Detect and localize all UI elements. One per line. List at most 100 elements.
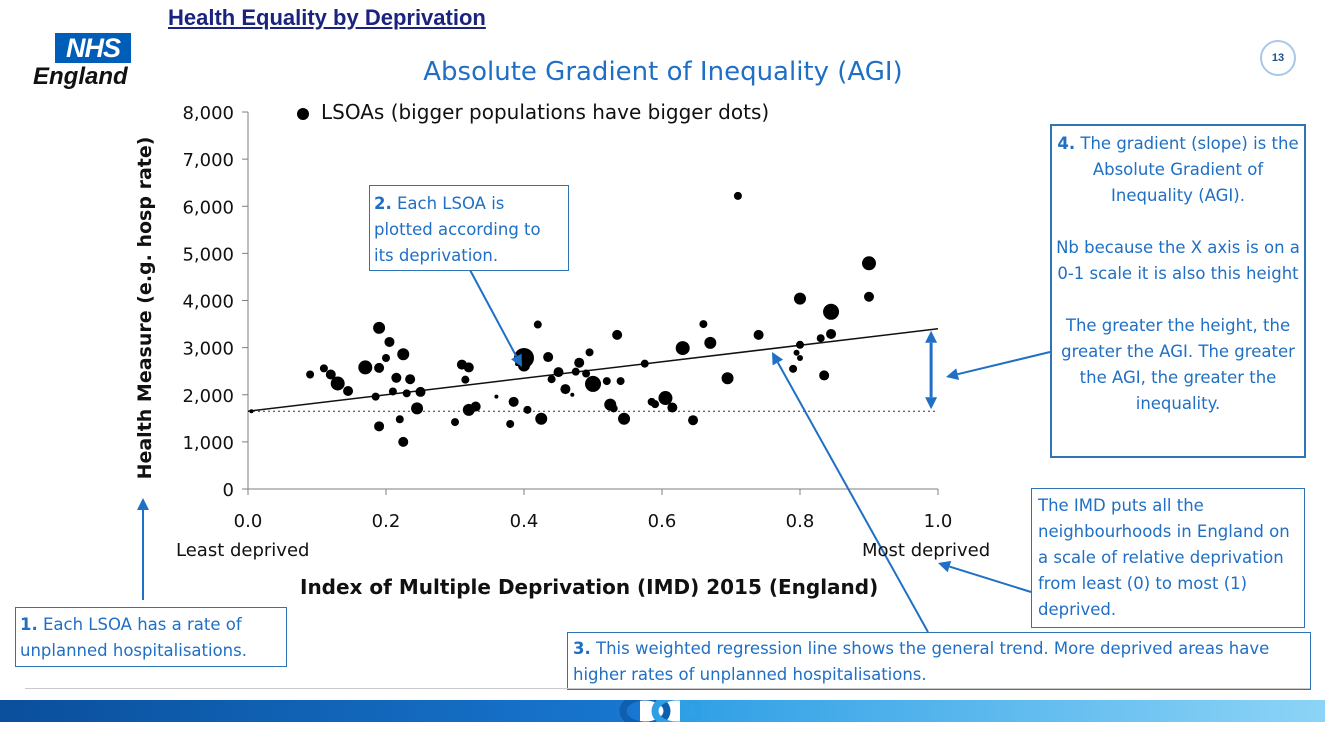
lsoa-point [612,329,623,340]
lsoa-point [789,364,798,373]
lsoa-point [373,321,386,334]
lsoa-point [547,375,556,384]
lsoa-point [343,385,354,396]
chart-lines [247,328,939,412]
lsoa-point [816,334,825,343]
arrow-head [772,352,784,366]
lsoa-point [306,370,315,379]
x-tick-label: 0.0 [234,511,263,532]
x-tick-label: 0.6 [648,511,677,532]
note-4-text-1: The gradient (slope) is the Absolute Gra… [1075,134,1299,205]
lsoa-point [862,256,876,271]
lsoa-point [388,387,397,396]
chart-title: Absolute Gradient of Inequality (AGI) [423,57,903,87]
lsoa-point [398,436,409,447]
page-header-title: Health Equality by Deprivation [168,5,486,30]
lsoa-point [506,419,515,428]
lsoa-point [411,402,424,415]
lsoa-point [325,369,336,380]
x-tick-label: 0.4 [510,511,539,532]
note-imd-text: The IMD puts all the neighbourhoods in E… [1038,496,1290,619]
lsoa-point [574,357,585,368]
lsoa-point [494,394,499,399]
arrow-head [938,560,952,573]
lsoa-point [330,376,345,391]
lsoa-point [616,377,625,386]
lsoa-point [374,421,385,432]
lsoa-point [395,415,404,424]
lsoa-point [602,377,611,386]
lsoa-point [794,292,806,305]
footer-bar [0,700,1325,722]
lsoa-point [699,320,708,329]
lsoa-point [319,364,328,373]
y-tick-label: 1,000 [182,433,234,454]
lsoa-point [704,336,717,349]
lsoa-point [535,412,548,425]
lsoa-point [675,341,690,356]
x-tick-label: 0.8 [786,511,815,532]
lsoa-point [463,362,474,373]
lsoa-point [397,348,410,361]
lsoa-point [374,362,385,373]
footer-divider [25,688,1310,689]
legend-dot-icon [297,107,309,120]
lsoa-point [570,392,575,397]
lsoa-point [640,359,649,368]
lsoa-point [823,303,840,320]
y-axis-label: Health Measure (e.g. hosp rate) [134,136,156,480]
note-3-text: This weighted regression line shows the … [573,639,1270,684]
arrow-shaft [957,351,1051,376]
lsoa-point [402,389,411,398]
note-3-regression: 3. This weighted regression line shows t… [567,632,1311,690]
lsoa-point [533,320,542,329]
y-tick-label: 7,000 [182,150,234,171]
lsoa-point [667,402,678,413]
agi-arrow-up [925,330,938,371]
lsoa-point [405,374,416,385]
lsoa-point [461,375,470,384]
y-tick-label: 4,000 [182,292,234,313]
lsoa-point [571,367,580,376]
arrow-note2-to-point [469,269,522,367]
arrow-note4-to-agi [946,351,1051,381]
lsoa-point [819,370,830,381]
x-tick-label: 0.2 [372,511,401,532]
lsoa-point [371,392,380,401]
note-1-rate: 1. Each LSOA has a rate of unplanned hos… [15,607,287,667]
page-number-badge: 13 [1260,40,1296,76]
note-2-number: 2. [374,194,392,213]
chart-points [249,191,876,447]
note-4-number: 4. [1057,134,1076,153]
x-end-label-least: Least deprived [176,540,310,561]
lsoa-point [508,396,519,407]
arrow-head [511,353,522,367]
x-tick-label: 1.0 [924,511,953,532]
lsoa-point [585,348,594,357]
lsoa-point [688,415,699,426]
lsoa-point [658,391,673,406]
nhs-logo-box: NHS [55,33,131,63]
lsoa-point [391,372,402,383]
y-tick-label: 2,000 [182,386,234,407]
chart-axes [247,112,938,490]
lsoa-point [585,375,601,392]
lsoa-point [797,354,803,361]
note-3-number: 3. [573,639,591,658]
arrow-note3-to-line [772,352,929,633]
arrow-shaft [949,565,1032,593]
arrow-imd-to-axis [938,560,1032,593]
nhs-logo-subtitle: England [33,63,128,90]
lsoa-point [523,405,532,414]
lsoa-point [560,384,571,395]
arrow-head [946,368,960,381]
lsoa-point [733,191,742,200]
nhs-england-logo: NHS England [33,33,133,93]
chain-link-icon [619,700,703,722]
y-tick-label: 3,000 [182,339,234,360]
lsoa-point [651,400,660,409]
arrow-note1-to-ylabel [137,498,149,600]
lsoa-point [793,349,800,356]
agi-arrow-down [925,370,938,410]
